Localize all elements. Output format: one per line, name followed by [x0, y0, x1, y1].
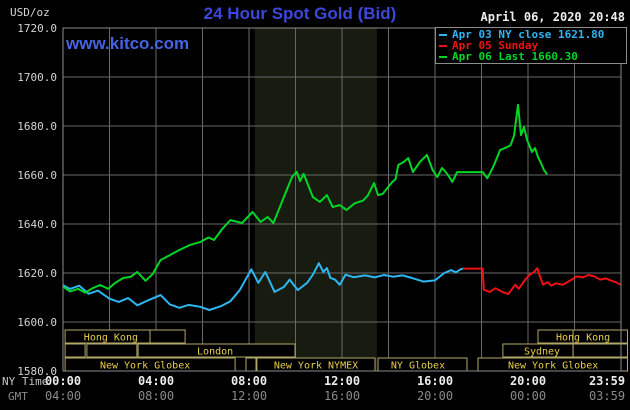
x-axis-gmt-label: 12:00 [231, 389, 267, 403]
market-session-label: London [197, 347, 233, 358]
market-session-label: New York NYMEX [274, 361, 358, 372]
y-axis-tick-label: 1600.0 [17, 316, 57, 329]
gmt-axis-label: GMT [8, 390, 28, 403]
legend-label: Apr 06 Last 1660.30 [452, 50, 578, 63]
ny-time-axis-label: NY Time [2, 375, 49, 388]
legend-item: Apr 06 Last 1660.30 [439, 50, 623, 63]
x-axis-ny-time-label: 04:00 [138, 374, 174, 388]
x-axis-ny-time-label: 23:59 [589, 374, 625, 388]
chart-legend: Apr 03 NY close 1621.80 Apr 05 Sunday Apr … [435, 27, 627, 64]
y-axis-tick-label: 1640.0 [17, 218, 57, 231]
x-axis-ny-time-label: 20:00 [510, 374, 546, 388]
x-axis-ny-time-label: 08:00 [231, 374, 267, 388]
x-axis-gmt-label: 03:59 [589, 389, 625, 403]
plot-border [62, 27, 622, 372]
x-axis-gmt-label: 00:00 [510, 389, 546, 403]
y-axis-tick-label: 1720.0 [17, 22, 57, 35]
market-session-box [64, 343, 86, 358]
market-session-label: New York Globex [508, 361, 598, 372]
x-axis-ny-time-label: 12:00 [324, 374, 360, 388]
series-line-apr03-ny-close [62, 262, 464, 311]
x-axis-gmt-label: 20:00 [417, 389, 453, 403]
legend-label: Apr 03 NY close 1621.80 [452, 28, 605, 41]
market-session-box [137, 343, 296, 358]
kitco-website-link[interactable]: www.kitco.com [66, 34, 190, 53]
legend-marker [439, 33, 447, 36]
y-axis-tick-label: 1580.0 [17, 365, 57, 378]
legend-marker [439, 44, 447, 47]
market-session-label: Sydney [524, 347, 560, 358]
legend-item: Apr 05 Sunday [439, 39, 623, 52]
y-axis-tick-label: 1660.0 [17, 169, 57, 182]
series-line-apr06-current [62, 103, 548, 294]
market-session-box [572, 329, 628, 344]
legend-marker [439, 55, 447, 58]
y-axis-tick-label: 1620.0 [17, 267, 57, 280]
market-session-box [86, 343, 138, 358]
x-axis-gmt-label: 08:00 [138, 389, 174, 403]
series-line-apr05-sunday [462, 267, 622, 296]
legend-item: Apr 03 NY close 1621.80 [439, 28, 623, 41]
x-axis-ny-time-label: 16:00 [417, 374, 453, 388]
x-axis-ny-time-label: 00:00 [45, 374, 81, 388]
market-session-label: NY Globex [391, 361, 445, 372]
market-session-box [572, 343, 628, 358]
y-axis-unit-label: USD/oz [10, 6, 50, 19]
x-axis-gmt-label: 04:00 [45, 389, 81, 403]
market-session-label: New York Globex [100, 361, 190, 372]
market-session-label: Hong Kong [84, 333, 138, 344]
chart-title: 24 Hour Spot Gold (Bid) [203, 4, 397, 23]
chart-datetime: April 06, 2020 20:48 [480, 10, 626, 24]
market-session-box [149, 329, 186, 344]
market-session-box [245, 357, 257, 372]
y-axis-tick-label: 1680.0 [17, 120, 57, 133]
market-session-label: Hong Kong [556, 333, 610, 344]
y-axis-tick-label: 1700.0 [17, 71, 57, 84]
x-axis-gmt-label: 16:00 [324, 389, 360, 403]
legend-label: Apr 05 Sunday [452, 39, 539, 52]
